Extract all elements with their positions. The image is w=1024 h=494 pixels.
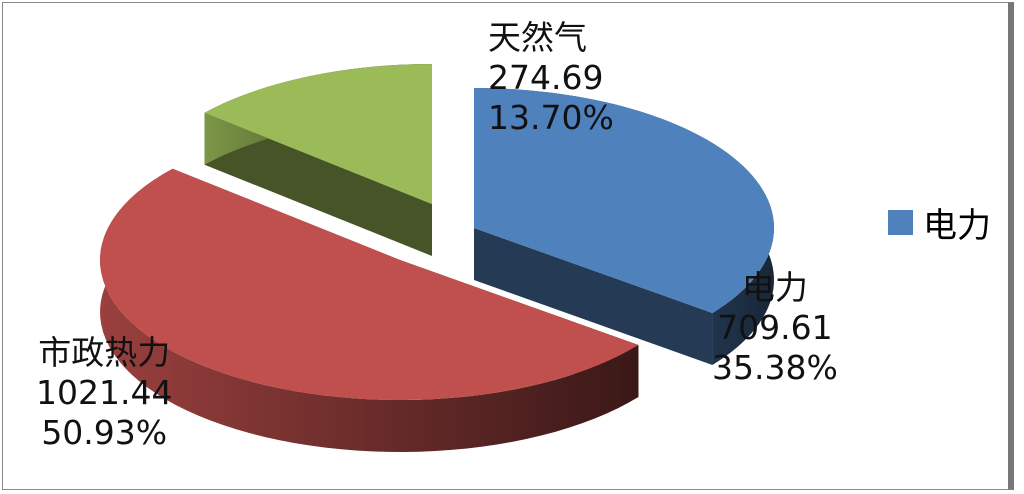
- label-name: 天然气: [488, 18, 587, 57]
- slice-top: [99, 168, 639, 401]
- slice-radial-wall: [474, 228, 713, 365]
- slice-top: [204, 64, 432, 204]
- label-percent: 13.70%: [488, 98, 614, 137]
- label-value: 1021.44: [36, 373, 173, 412]
- legend-swatch: [888, 210, 913, 235]
- data-label-municipal-heat: 市政热力 1021.44 50.93%: [36, 333, 172, 453]
- label-percent: 35.38%: [712, 348, 838, 387]
- data-label-natural-gas: 天然气 274.69 13.70%: [488, 18, 614, 138]
- chart-border: [2, 2, 1014, 490]
- slice-radial-wall: [204, 112, 432, 256]
- label-name: 电力: [741, 268, 808, 307]
- label-value: 709.61: [717, 308, 833, 347]
- legend: 电力: [888, 198, 991, 247]
- pie-slice-0: [474, 88, 774, 365]
- label-value: 274.69: [488, 58, 604, 97]
- label-name: 市政热力: [38, 333, 171, 372]
- pie-slice-1: [99, 168, 639, 452]
- slice-side-wall: [100, 168, 639, 452]
- label-percent: 50.93%: [41, 413, 168, 452]
- pie-slice-2: [204, 64, 432, 256]
- data-label-electricity: 电力 709.61 35.38%: [712, 268, 838, 388]
- legend-label: 电力: [923, 206, 991, 246]
- slice-top: [474, 88, 774, 313]
